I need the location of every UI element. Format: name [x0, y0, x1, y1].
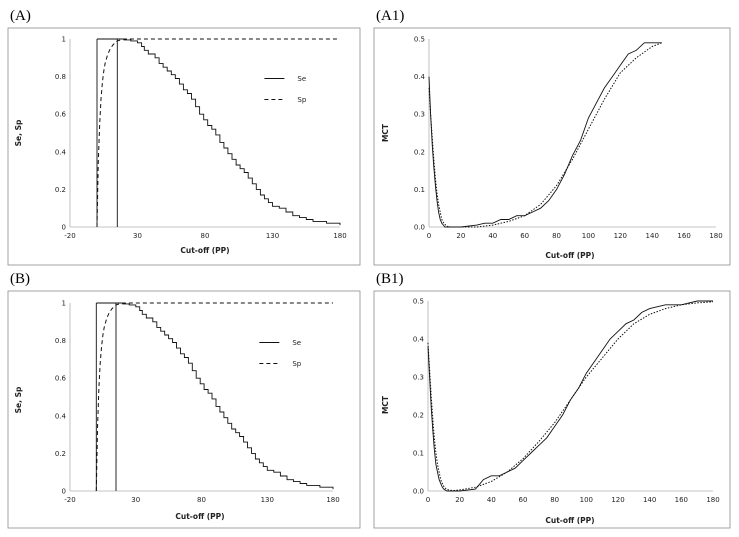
x-tick-label: 80 — [550, 496, 559, 504]
y-tick-label: 0.3 — [413, 374, 424, 382]
x-tick-label: 120 — [611, 496, 624, 504]
x-tick-label: 80 — [552, 232, 561, 240]
x-tick-label: 30 — [133, 232, 142, 240]
x-axis-title: Cut-off (PP) — [175, 512, 224, 521]
y-tick-label: 0.4 — [414, 73, 426, 81]
x-tick-label: 60 — [520, 232, 529, 240]
series-line-sp — [95, 302, 333, 492]
x-tick-label: 120 — [614, 232, 627, 240]
x-tick-label: 100 — [580, 496, 593, 504]
y-tick-label: 0.4 — [55, 412, 67, 420]
y-tick-label: 0.2 — [414, 148, 425, 156]
panel-frame — [373, 27, 731, 266]
y-tick-label: 0.6 — [55, 375, 67, 383]
chart-panel-0: (A) -20 30 80 130 180 0 0.2 0.4 0.6 0.8 1 Cut-off (P… — [7, 8, 361, 266]
series-line-fitted — [427, 301, 714, 492]
y-tick-label: 0.4 — [413, 336, 425, 344]
panel-label: (A) — [10, 8, 31, 24]
chart-panel-2: (B) -20 30 80 130 180 0 0.2 0.4 0.6 0.8 1 Cut-off (P… — [7, 271, 361, 529]
y-axis-title: Se, Sp — [14, 386, 23, 413]
x-tick-label: 160 — [677, 232, 690, 240]
panel-label: (A1) — [376, 8, 404, 24]
y-tick-label: 0.6 — [55, 111, 67, 119]
y-tick-label: 0.8 — [55, 337, 66, 345]
legend-label-sp: Sp — [292, 360, 301, 368]
series-line-se — [96, 302, 334, 490]
legend-label-sp: Sp — [297, 96, 306, 104]
x-tick-label: 0 — [426, 496, 430, 504]
x-tick-label: 130 — [261, 496, 274, 504]
panel-frame — [7, 27, 361, 266]
panel-frame — [373, 290, 731, 529]
series-line-sp — [96, 38, 340, 228]
x-tick-label: -20 — [64, 232, 75, 240]
x-tick-label: 80 — [197, 496, 206, 504]
chart-panel-1: (A1) 0 20 40 60 80 100 120 140 160 180 0.0 0.1 0.2 0.3… — [373, 8, 731, 266]
y-tick-label: 0.8 — [55, 73, 66, 81]
x-tick-label: 0 — [427, 232, 431, 240]
y-tick-label: 0.2 — [55, 450, 66, 458]
y-tick-label: 0.4 — [55, 148, 67, 156]
y-tick-label: 1 — [62, 36, 66, 44]
x-tick-label: 180 — [333, 232, 346, 240]
x-axis-title: Cut-off (PP) — [180, 246, 229, 255]
y-tick-label: 0.5 — [413, 298, 424, 306]
x-tick-label: 140 — [646, 232, 659, 240]
y-tick-label: 0.5 — [414, 36, 425, 44]
x-tick-label: 40 — [487, 496, 496, 504]
x-tick-label: 30 — [131, 496, 140, 504]
y-tick-label: 0.3 — [414, 111, 425, 119]
reference-vertical-lines — [95, 303, 117, 491]
x-tick-label: 140 — [643, 496, 656, 504]
x-tick-label: -20 — [64, 496, 75, 504]
x-tick-label: 180 — [706, 496, 719, 504]
x-tick-label: 130 — [266, 232, 279, 240]
x-tick-label: 100 — [582, 232, 595, 240]
legend-label-se: Se — [297, 75, 306, 83]
panel-label: (B) — [10, 271, 30, 287]
x-axis-title: Cut-off (PP) — [545, 516, 594, 525]
y-axis-title: MCT — [381, 395, 390, 414]
panel-label: (B1) — [376, 271, 404, 287]
series-line-fitted — [428, 42, 662, 228]
x-tick-label: 180 — [709, 232, 722, 240]
y-tick-label: 0.0 — [413, 488, 424, 496]
x-tick-label: 20 — [455, 496, 464, 504]
y-axis-title: MCT — [381, 123, 390, 142]
legend-label-se: Se — [292, 339, 301, 347]
x-axis-title: Cut-off (PP) — [545, 251, 594, 260]
reference-vertical-lines — [96, 39, 118, 227]
series-line-se — [97, 38, 341, 226]
x-tick-label: 20 — [456, 232, 465, 240]
x-tick-label: 160 — [675, 496, 688, 504]
x-tick-label: 40 — [488, 232, 497, 240]
x-tick-label: 80 — [201, 232, 210, 240]
series-line-empirical — [427, 300, 713, 492]
y-tick-label: 0 — [62, 224, 66, 232]
y-tick-label: 0 — [62, 488, 66, 496]
x-tick-label: 180 — [326, 496, 339, 504]
x-tick-label: 60 — [519, 496, 528, 504]
y-axis-title: Se, Sp — [14, 119, 23, 146]
y-tick-label: 0.2 — [55, 186, 66, 194]
y-tick-label: 1 — [62, 300, 66, 308]
chart-panel-3: (B1) 0 20 40 60 80 100 120 140 160 180 0.0 0.1 0.2 0.3… — [373, 271, 731, 529]
y-tick-label: 0.2 — [413, 412, 424, 420]
y-tick-label: 0.1 — [413, 450, 424, 458]
series-line-empirical — [428, 42, 662, 228]
panel-frame — [7, 290, 361, 529]
y-tick-label: 0.0 — [414, 224, 425, 232]
y-tick-label: 0.1 — [414, 186, 425, 194]
